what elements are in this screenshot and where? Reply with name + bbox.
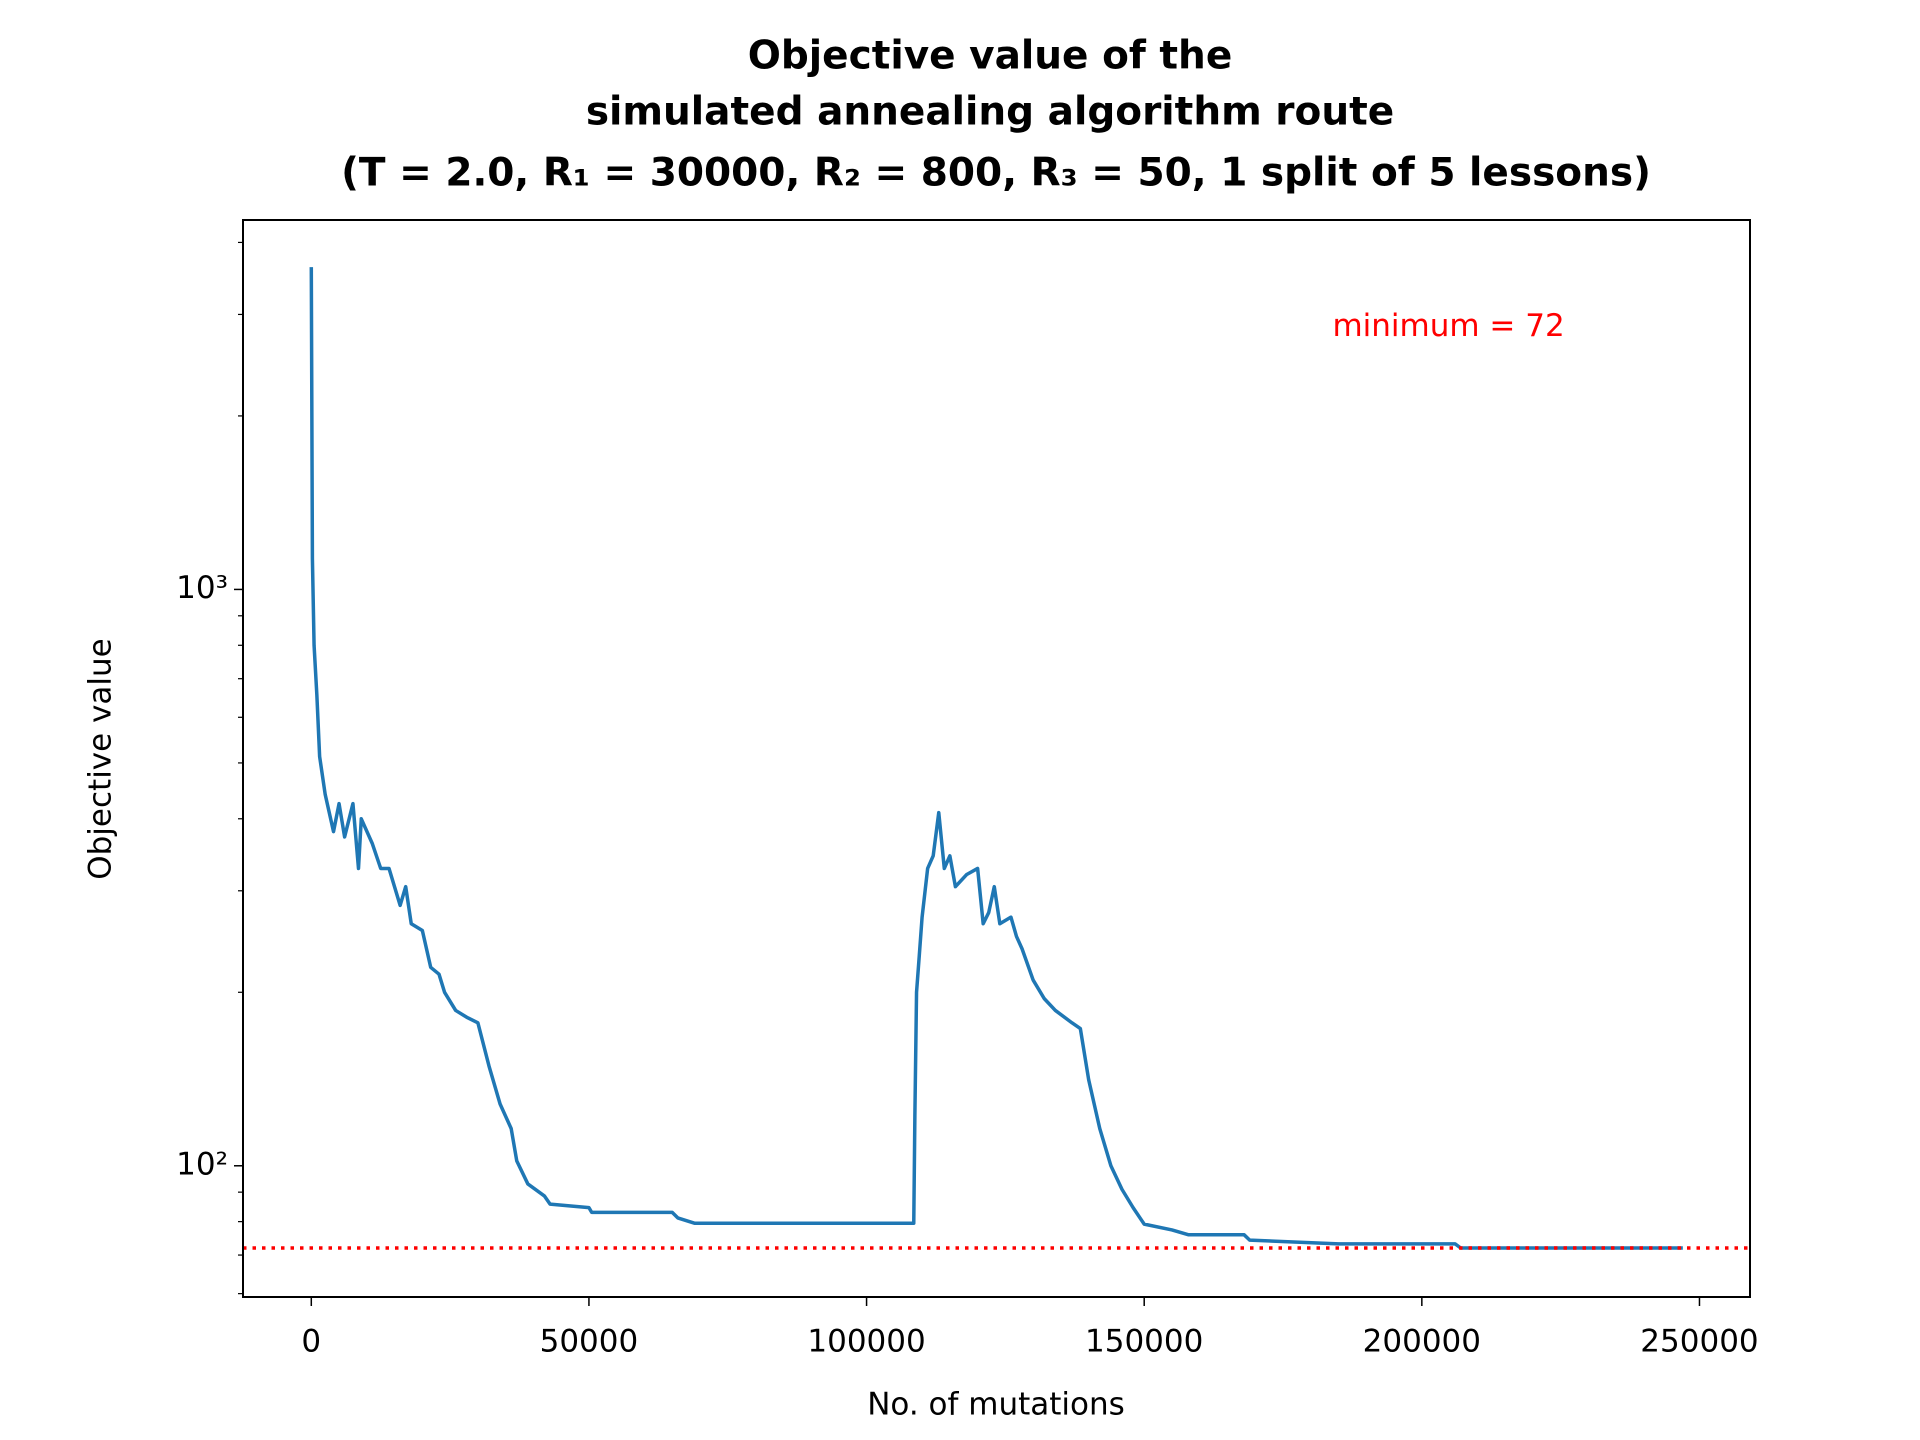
x-tick-label: 150000 [1085, 1324, 1203, 1360]
line-series [309, 267, 1683, 1250]
x-axis-label: No. of mutations [867, 1387, 1125, 1423]
x-tick-label: 50000 [540, 1324, 639, 1360]
x-tick-label: 250000 [1640, 1324, 1758, 1360]
x-tick-label: 0 [301, 1324, 321, 1360]
x-tick-label: 200000 [1363, 1324, 1481, 1360]
chart-title: Objective value of the [748, 34, 1233, 79]
plot-frame [242, 219, 1751, 1298]
y-tick-label: 10³ [176, 570, 228, 606]
y-tick-label: 10² [176, 1146, 228, 1182]
annotation: minimum = 72 [1332, 308, 1564, 344]
chart-title: simulated annealing algorithm route [586, 90, 1394, 135]
x-tick-label: 100000 [807, 1324, 925, 1360]
y-axis-label: Objective value [83, 638, 119, 880]
chart-title: (T = 2.0, R₁ = 30000, R₂ = 800, R₃ = 50,… [341, 151, 1651, 196]
